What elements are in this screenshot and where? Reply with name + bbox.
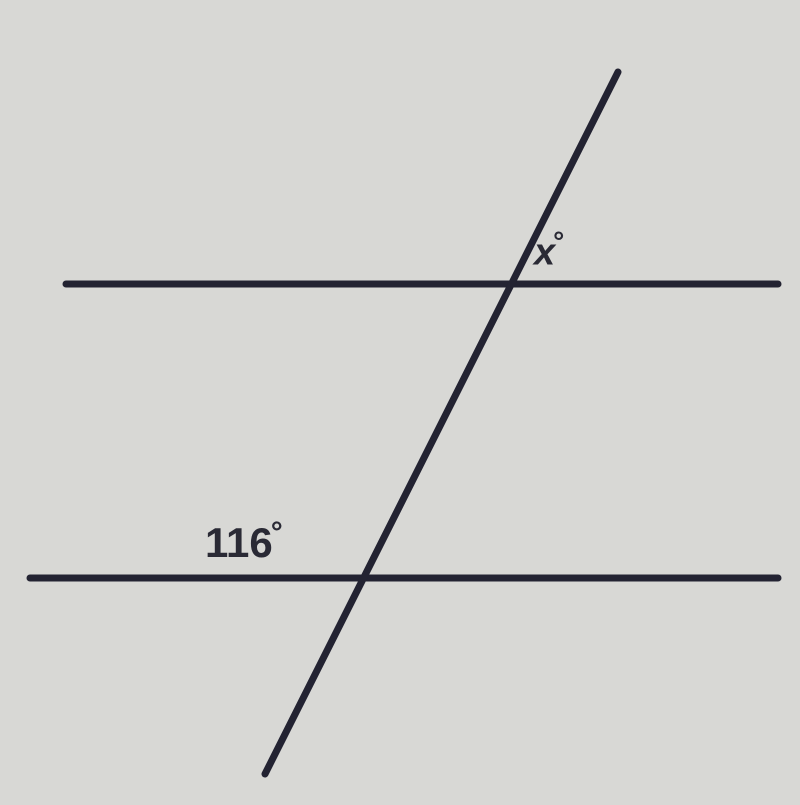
angle-116-label: 116°: [205, 516, 283, 567]
lines-svg: [0, 0, 800, 800]
transversal-line: [265, 72, 618, 774]
geometry-diagram: x° 116°: [0, 0, 800, 800]
angle-x-label: x°: [534, 226, 564, 275]
angle-116-degree-symbol: °: [271, 516, 283, 549]
angle-x-degree-symbol: °: [553, 226, 564, 257]
angle-x-text: x: [534, 232, 555, 274]
angle-116-text: 116: [205, 519, 273, 566]
